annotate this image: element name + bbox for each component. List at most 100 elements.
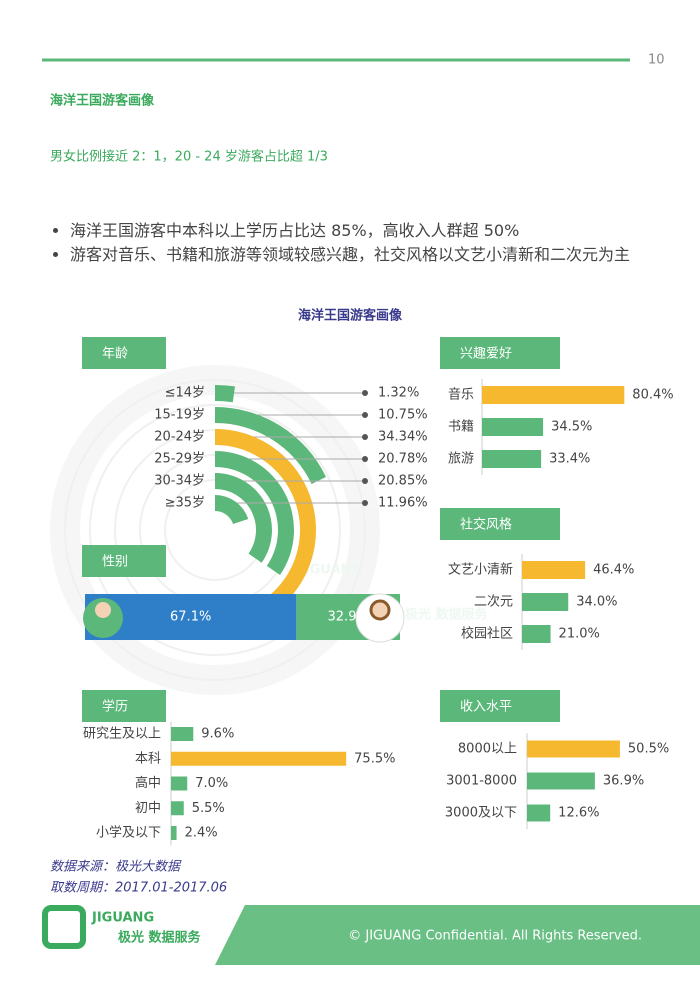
value-label: 21.0%: [559, 627, 600, 642]
footer-band: [215, 905, 700, 965]
bar: [171, 776, 188, 791]
arc-bar: [215, 451, 295, 575]
bar: [171, 751, 347, 766]
male-head: [95, 602, 111, 618]
section-title: 性别: [102, 555, 128, 570]
value-label: 20.78%: [378, 452, 428, 467]
bullet: 海洋王国游客中本科以上学历占比达 85%，高收入人群超 50%: [70, 220, 670, 242]
category-label: 小学及以下: [96, 825, 161, 841]
watermark-name: JIGUANG: [299, 563, 362, 578]
bar: [522, 625, 551, 643]
leader-dot: [362, 412, 368, 418]
bar: [482, 386, 625, 404]
category-label: 本科: [135, 751, 161, 766]
category-label: ≤14岁: [165, 386, 205, 401]
bar: [522, 593, 569, 611]
bullet: 游客对音乐、书籍和旅游等领域较感兴趣，社交风格以文艺小清新和二次元为主: [70, 244, 670, 266]
bar: [171, 826, 177, 840]
bar: [482, 418, 544, 436]
title: 海洋王国游客画像: [50, 93, 155, 109]
section-title: 兴趣爱好: [460, 347, 512, 362]
arc-bar: [215, 495, 249, 525]
logo-name: JIGUANG: [91, 911, 154, 926]
value-label: 10.75%: [378, 408, 428, 423]
page-number: 10: [648, 53, 665, 68]
bar: [171, 801, 184, 816]
watermark-tagline: 极光 数据服务: [405, 607, 489, 623]
logo-tagline: 极光 数据服务: [118, 930, 202, 946]
section-title: 学历: [102, 699, 128, 715]
bar: [482, 450, 542, 468]
category-label: 30-34岁: [154, 474, 205, 489]
period: 取数周期：2017.01-2017.06: [50, 881, 227, 896]
value-label: 2.4%: [185, 826, 218, 841]
category-label: 书籍: [448, 419, 474, 435]
value-label: 34.5%: [551, 420, 592, 435]
infographic-title: 海洋王国游客画像: [298, 308, 403, 324]
value-label: 9.6%: [201, 727, 234, 742]
category-label: ≥35岁: [165, 496, 205, 511]
category-label: 研究生及以上: [83, 727, 161, 742]
section-header: [440, 690, 560, 722]
leader-dot: [362, 456, 368, 462]
value-label: 67.1%: [170, 610, 211, 625]
category-label: 文艺小清新: [448, 562, 513, 578]
section-header: [82, 545, 166, 577]
bar: [527, 740, 620, 758]
section-title: 社交风格: [460, 517, 512, 533]
section-title: 年龄: [102, 347, 128, 362]
logo-mark: [42, 905, 86, 949]
value-label: 7.0%: [195, 776, 228, 791]
category-label: 8000以上: [458, 742, 517, 757]
section-header: [82, 690, 166, 722]
bar: [522, 561, 586, 579]
value-label: 11.96%: [378, 496, 428, 511]
value-label: 34.0%: [576, 595, 617, 610]
value-label: 46.4%: [593, 563, 634, 578]
value-label: 80.4%: [632, 388, 673, 403]
value-label: 36.9%: [603, 774, 644, 789]
value-label: 20.85%: [378, 474, 428, 489]
arc-bar: [215, 385, 235, 403]
leader-dot: [362, 500, 368, 506]
category-label: 二次元: [474, 594, 513, 610]
leader-dot: [362, 390, 368, 396]
section-title: 收入水平: [460, 700, 512, 715]
background-ring: [89, 404, 341, 656]
category-label: 20-24岁: [154, 430, 205, 445]
background-ring: [64, 379, 366, 681]
leader-dot: [362, 478, 368, 484]
category-label: 校园社区: [461, 626, 513, 642]
subtitle: 男女比例接近 2：1，20 - 24 岁游客占比超 1/3: [50, 149, 328, 165]
value-label: 34.34%: [378, 430, 428, 445]
category-label: 15-19岁: [154, 408, 205, 423]
section-header: [440, 508, 560, 540]
category-label: 音乐: [448, 387, 474, 403]
section-header: [82, 337, 166, 369]
female-head: [369, 599, 391, 621]
value-label: 33.4%: [549, 452, 590, 467]
value-label: 50.5%: [628, 742, 669, 757]
bar: [527, 804, 551, 822]
category-label: 3001-8000: [446, 774, 517, 789]
logo: JIGUANG 极光 数据服务: [42, 905, 202, 949]
bullet-list: 海洋王国游客中本科以上学历占比达 85%，高收入人群超 50% 游客对音乐、书籍…: [50, 220, 670, 268]
source: 数据来源：极光大数据: [50, 860, 182, 875]
category-label: 25-29岁: [154, 452, 205, 467]
value-label: 5.5%: [192, 801, 225, 816]
category-label: 高中: [135, 775, 161, 791]
value-label: 1.32%: [378, 386, 419, 401]
value-label: 75.5%: [354, 751, 395, 766]
category-label: 初中: [135, 801, 161, 816]
bar: [171, 727, 194, 741]
value-label: 12.6%: [558, 806, 599, 821]
arc-bar: [215, 473, 272, 563]
bar: [527, 772, 595, 790]
category-label: 3000及以下: [445, 806, 517, 821]
arc-bar: [215, 407, 327, 484]
leader-dot: [362, 434, 368, 440]
footer: © JIGUANG Confidential. All Rights Reser…: [348, 929, 642, 944]
section-header: [440, 337, 560, 369]
